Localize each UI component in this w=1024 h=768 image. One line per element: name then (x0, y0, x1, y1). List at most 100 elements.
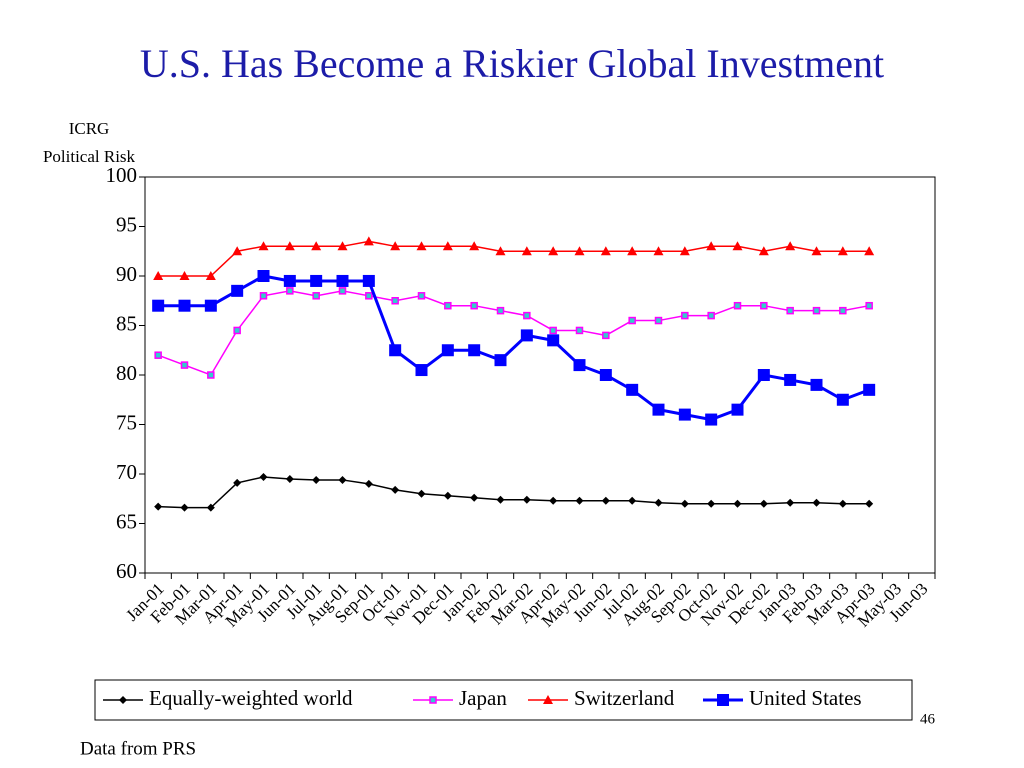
marker (599, 369, 612, 381)
marker (429, 696, 437, 704)
marker (575, 326, 584, 335)
marker (494, 354, 507, 367)
marker (470, 301, 478, 310)
marker (365, 292, 373, 300)
y-tick-label: 80 (116, 361, 137, 385)
marker (152, 299, 165, 312)
marker (717, 694, 729, 706)
marker (786, 306, 794, 315)
page-number: 46 (920, 711, 936, 727)
marker (757, 369, 770, 381)
marker (338, 475, 347, 484)
y-tick-label: 100 (106, 163, 138, 187)
marker (652, 403, 665, 416)
marker (231, 284, 244, 297)
marker (543, 695, 553, 704)
marker (600, 246, 611, 256)
y-tick-label: 95 (116, 212, 137, 236)
chart-title: U.S. Has Become a Riskier Global Investm… (140, 41, 884, 86)
marker (233, 326, 241, 335)
marker (679, 246, 690, 256)
marker (786, 498, 795, 507)
source-note: Data from PRS (80, 738, 196, 759)
marker (337, 241, 348, 251)
marker (310, 274, 323, 287)
marker (363, 236, 374, 246)
marker (154, 351, 162, 359)
marker (496, 495, 505, 504)
marker (180, 503, 189, 512)
marker (153, 271, 164, 280)
marker (707, 499, 716, 508)
marker (707, 311, 715, 320)
legend-label: Equally-weighted world (149, 686, 353, 710)
marker (312, 475, 321, 484)
marker (469, 241, 480, 251)
marker (495, 246, 506, 256)
marker (733, 301, 742, 310)
marker (705, 413, 718, 426)
marker (836, 393, 849, 406)
y-tick-label: 90 (116, 262, 137, 286)
marker (285, 474, 294, 483)
marker (311, 241, 322, 251)
marker (784, 373, 797, 386)
marker (547, 334, 560, 347)
marker (760, 301, 768, 310)
marker (811, 246, 822, 256)
marker (678, 408, 691, 421)
marker (573, 359, 586, 372)
marker (654, 498, 663, 507)
marker (838, 499, 847, 508)
marker (839, 306, 847, 315)
marker (496, 306, 505, 315)
marker (283, 274, 296, 287)
series-line (157, 290, 870, 376)
marker (706, 241, 717, 251)
y-axis-label: ICRG (69, 119, 110, 138)
marker (653, 246, 664, 256)
marker (785, 241, 796, 251)
marker (284, 241, 295, 251)
marker (364, 479, 373, 488)
marker (520, 329, 533, 342)
marker (865, 301, 873, 310)
marker (443, 491, 452, 500)
marker (733, 499, 742, 508)
marker (759, 499, 768, 508)
marker (257, 270, 270, 282)
marker (628, 496, 637, 505)
marker (549, 496, 558, 505)
y-tick-label: 60 (116, 559, 137, 583)
marker (812, 306, 821, 315)
marker (812, 498, 821, 507)
marker (391, 485, 400, 494)
marker (390, 241, 401, 251)
marker (258, 241, 269, 251)
marker (810, 378, 823, 391)
marker (602, 331, 610, 340)
marker (865, 499, 874, 508)
marker (681, 311, 689, 320)
marker (654, 316, 663, 325)
marker (628, 316, 636, 325)
legend-label: United States (749, 686, 862, 710)
marker (179, 271, 190, 280)
marker (259, 292, 268, 300)
legend-label: Japan (459, 686, 507, 710)
marker (758, 246, 769, 256)
marker (312, 292, 320, 300)
marker (574, 246, 585, 256)
marker (259, 472, 268, 481)
marker (417, 489, 426, 498)
y-tick-label: 75 (116, 410, 137, 434)
marker (204, 299, 217, 312)
marker (206, 503, 215, 512)
marker (444, 301, 452, 310)
marker (391, 297, 399, 305)
marker (178, 299, 191, 312)
marker (549, 326, 557, 335)
marker (627, 246, 638, 256)
marker (680, 499, 689, 508)
marker (205, 271, 216, 280)
